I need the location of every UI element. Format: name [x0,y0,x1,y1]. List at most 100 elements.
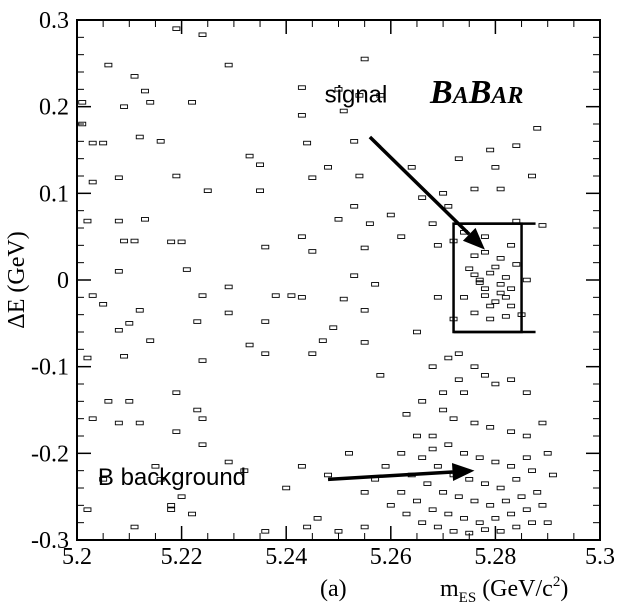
data-point [501,295,510,300]
data-point [402,412,411,417]
data-point [376,93,385,98]
data-point [172,26,181,31]
data-point [454,351,463,356]
x-axis-title-superscript: 2 [553,574,561,590]
data-point [507,286,516,291]
data-point [167,239,176,245]
data-point [454,494,463,499]
data-point [491,165,500,170]
data-point [83,507,92,512]
data-point [88,293,97,298]
data-point [480,527,489,532]
data-point [172,173,181,179]
data-point [360,56,369,62]
data-point [224,62,233,68]
x-tick-label: 5.28 [474,544,516,570]
data-point [413,329,421,335]
data-point [444,355,453,361]
data-point [475,455,484,460]
data-point [167,503,176,508]
data-point [303,524,312,530]
data-point [528,468,536,473]
data-point [449,529,458,534]
data-point [261,529,270,534]
data-point [120,238,129,244]
panel-label: (a) [320,576,347,602]
data-point [439,407,448,413]
data-point [78,121,87,127]
data-point [475,280,484,285]
data-point [454,156,463,161]
data-point [245,342,254,348]
data-point [397,234,406,239]
data-point [271,293,280,298]
data-point [104,62,113,68]
data-point [339,108,348,114]
data-point [486,316,495,322]
annotation-arrows [327,135,485,482]
data-point [507,429,516,434]
data-point [360,524,369,530]
data-point [507,303,516,309]
data-point [371,282,380,287]
data-point [486,270,495,276]
y-tick-label: 0 [57,268,69,294]
signal-annotation-label: signal [325,82,388,109]
signal-region-box [452,222,536,334]
data-point [433,524,442,530]
data-point [444,511,453,517]
plot-frame [76,19,601,541]
data-point [303,140,312,146]
data-point [297,234,306,239]
data-point [334,529,343,534]
data-point [486,147,495,153]
data-point [188,100,197,105]
data-point [114,218,123,224]
data-point [496,186,505,192]
data-point [130,238,139,244]
data-point [324,472,332,478]
data-point [198,32,207,37]
data-point [491,381,500,387]
data-point [135,134,144,140]
data-point [433,295,442,300]
data-point [83,218,92,224]
data-point [512,218,521,224]
data-point [428,433,437,439]
data-point [78,100,87,105]
data-point [329,325,338,330]
x-axis-title-subscript: ES [459,590,477,606]
data-point [261,351,270,356]
data-point [193,319,202,324]
data-point [386,503,395,508]
data-point [460,390,468,395]
data-point [345,451,353,456]
data-point [444,442,453,447]
data-point [501,275,510,280]
data-point [460,295,468,300]
data-point [538,503,547,508]
data-point [460,451,468,456]
x-axis-title-symbol: m [440,576,459,602]
data-point [491,264,500,270]
data-point [156,477,165,482]
data-point [470,364,479,369]
data-point [480,234,489,239]
data-point [522,277,531,283]
data-point [418,455,427,460]
data-point [360,490,369,495]
data-point [114,175,123,180]
x-axis-title-unit: (GeV/c [476,576,553,602]
data-point [439,191,448,196]
data-point [496,282,505,287]
data-point [470,253,479,258]
data-point [480,293,489,298]
data-point [418,520,427,525]
data-point [282,485,291,491]
data-point [444,204,453,209]
y-tick-label: -0.2 [31,441,69,467]
data-point [287,293,296,298]
y-tick-label: 0.3 [39,8,69,34]
data-point [125,399,134,404]
